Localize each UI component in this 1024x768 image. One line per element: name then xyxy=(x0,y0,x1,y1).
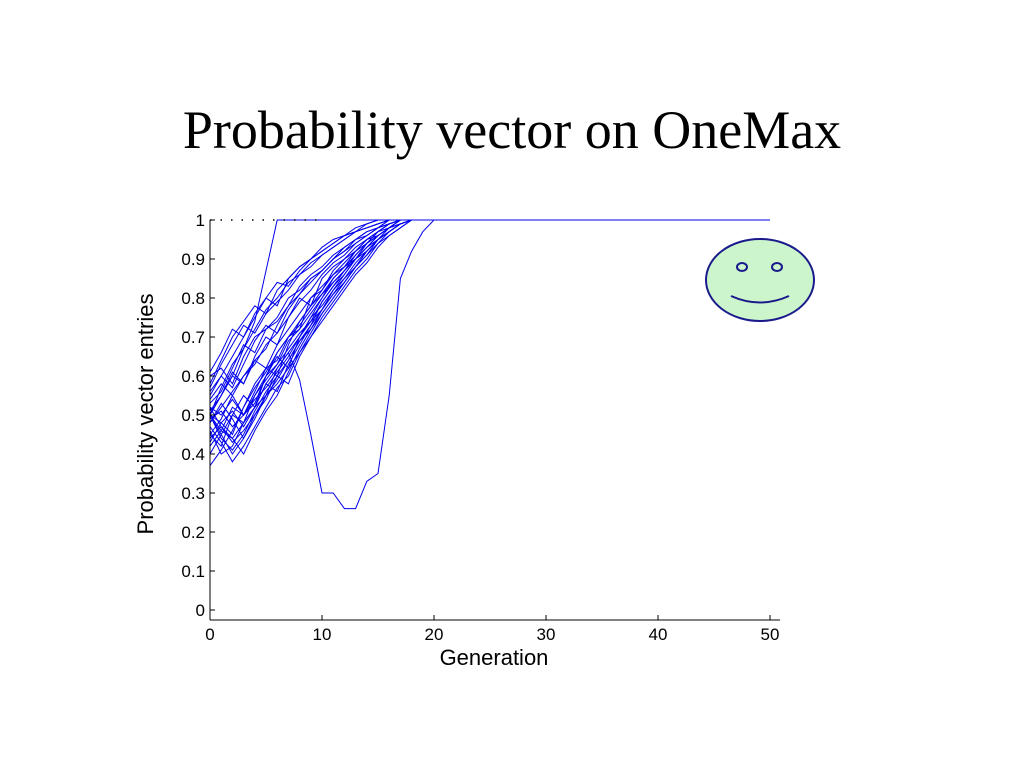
mouth xyxy=(730,295,790,304)
right-eye xyxy=(771,262,783,272)
series-line xyxy=(209,219,770,436)
y-tick-label: 0.1 xyxy=(181,562,205,581)
y-tick-label: 1 xyxy=(196,211,205,230)
series-line xyxy=(209,219,770,455)
series-line xyxy=(209,219,770,428)
y-tick-label: 0.8 xyxy=(181,289,205,308)
y-tick-label: 0.4 xyxy=(181,445,205,464)
smiley-face-icon xyxy=(705,238,815,322)
x-tick-label: 10 xyxy=(313,625,332,644)
series-line xyxy=(209,219,770,455)
series-line xyxy=(209,219,770,455)
series-line xyxy=(209,219,770,416)
series-line xyxy=(209,219,770,424)
series-line xyxy=(209,219,770,416)
series-line xyxy=(209,219,770,416)
series-line xyxy=(209,219,770,435)
y-tick-label: 0.6 xyxy=(181,367,205,386)
series-line xyxy=(209,219,770,466)
x-tick-label: 20 xyxy=(425,625,444,644)
series-line xyxy=(209,219,770,510)
y-axis-label: Probability vector entries xyxy=(133,294,158,535)
x-tick-label: 50 xyxy=(761,625,780,644)
x-axis-label: Generation xyxy=(440,645,549,670)
series-lines xyxy=(209,219,770,510)
slide-title: Probability vector on OneMax xyxy=(182,100,842,160)
y-tick-label: 0 xyxy=(196,601,205,620)
x-tick-label: 0 xyxy=(205,625,214,644)
y-tick-label: 0.5 xyxy=(181,406,205,425)
y-tick-label: 0.3 xyxy=(181,484,205,503)
series-line xyxy=(209,219,770,443)
x-tick-label: 40 xyxy=(649,625,668,644)
y-tick-label: 0.2 xyxy=(181,523,205,542)
series-line xyxy=(209,219,770,388)
y-tick-label: 0.7 xyxy=(181,328,205,347)
series-line xyxy=(209,219,770,416)
series-line xyxy=(209,219,770,455)
series-line xyxy=(209,219,770,412)
series-line xyxy=(209,219,770,404)
face-outline xyxy=(705,238,815,322)
y-tick-label: 0.9 xyxy=(181,250,205,269)
left-eye xyxy=(736,262,748,272)
x-tick-label: 30 xyxy=(537,625,556,644)
axes: 0 10 20 30 40 50 0 0.1 0.2 0.3 0.4 0.5 0.6 0.7 0.8 0.9 1 xyxy=(181,211,780,644)
series-line xyxy=(209,219,770,400)
